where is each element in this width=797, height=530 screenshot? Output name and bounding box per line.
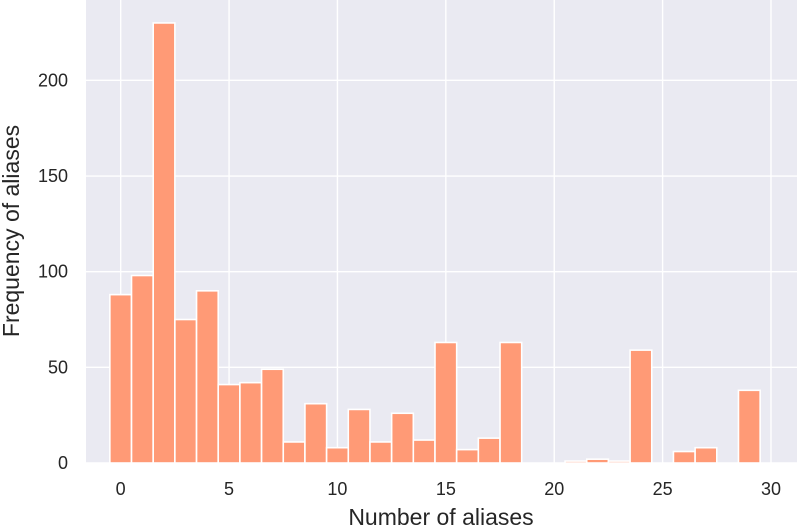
- histogram-bar: [152, 22, 176, 464]
- y-axis-label: Frequency of aliases: [0, 125, 24, 337]
- histogram-bar: [585, 458, 610, 464]
- histogram-bar: [239, 381, 263, 464]
- x-tick-label: 0: [116, 479, 126, 499]
- x-tick-label: 5: [224, 479, 234, 499]
- y-tick-labels: 0 50 100 150 200: [38, 70, 68, 473]
- histogram-bar: [477, 437, 501, 464]
- histogram-bar: [434, 341, 458, 464]
- histogram-bar: [629, 349, 653, 464]
- x-tick-label: 20: [544, 479, 564, 499]
- histogram-bar: [304, 402, 328, 464]
- histogram-bar: [672, 450, 696, 464]
- x-tick-label: 10: [327, 479, 347, 499]
- x-tick-label: 30: [761, 479, 781, 499]
- y-tick-label: 200: [38, 70, 68, 90]
- histogram-bar: [195, 290, 220, 464]
- histogram-bar: [737, 389, 761, 464]
- histogram-bar: [564, 460, 588, 464]
- histogram-bar: [260, 368, 285, 464]
- y-tick-label: 150: [38, 166, 68, 186]
- y-tick-label: 0: [58, 453, 68, 473]
- histogram-bar: [694, 446, 718, 464]
- histogram-bar: [325, 446, 350, 464]
- histogram-bar: [217, 383, 241, 464]
- histogram-bar: [130, 274, 154, 464]
- histogram-bar: [390, 412, 415, 464]
- histogram-bar: [607, 460, 631, 464]
- y-tick-label: 50: [48, 357, 68, 377]
- histogram-bar: [499, 341, 523, 464]
- histogram-bar: [347, 408, 371, 464]
- histogram-bar: [412, 439, 436, 464]
- x-tick-label: 15: [436, 479, 456, 499]
- bars: [109, 22, 761, 464]
- histogram-bar: [282, 441, 306, 464]
- x-axis-label: Number of aliases: [348, 504, 533, 530]
- y-tick-label: 100: [38, 262, 68, 282]
- histogram-bar: [109, 293, 133, 464]
- histogram-bar: [455, 448, 480, 464]
- x-tick-label: 25: [653, 479, 673, 499]
- histogram-bar: [369, 441, 393, 464]
- histogram-bar: [174, 318, 198, 464]
- x-tick-labels: 0 5 10 15 20 25 30: [116, 479, 781, 499]
